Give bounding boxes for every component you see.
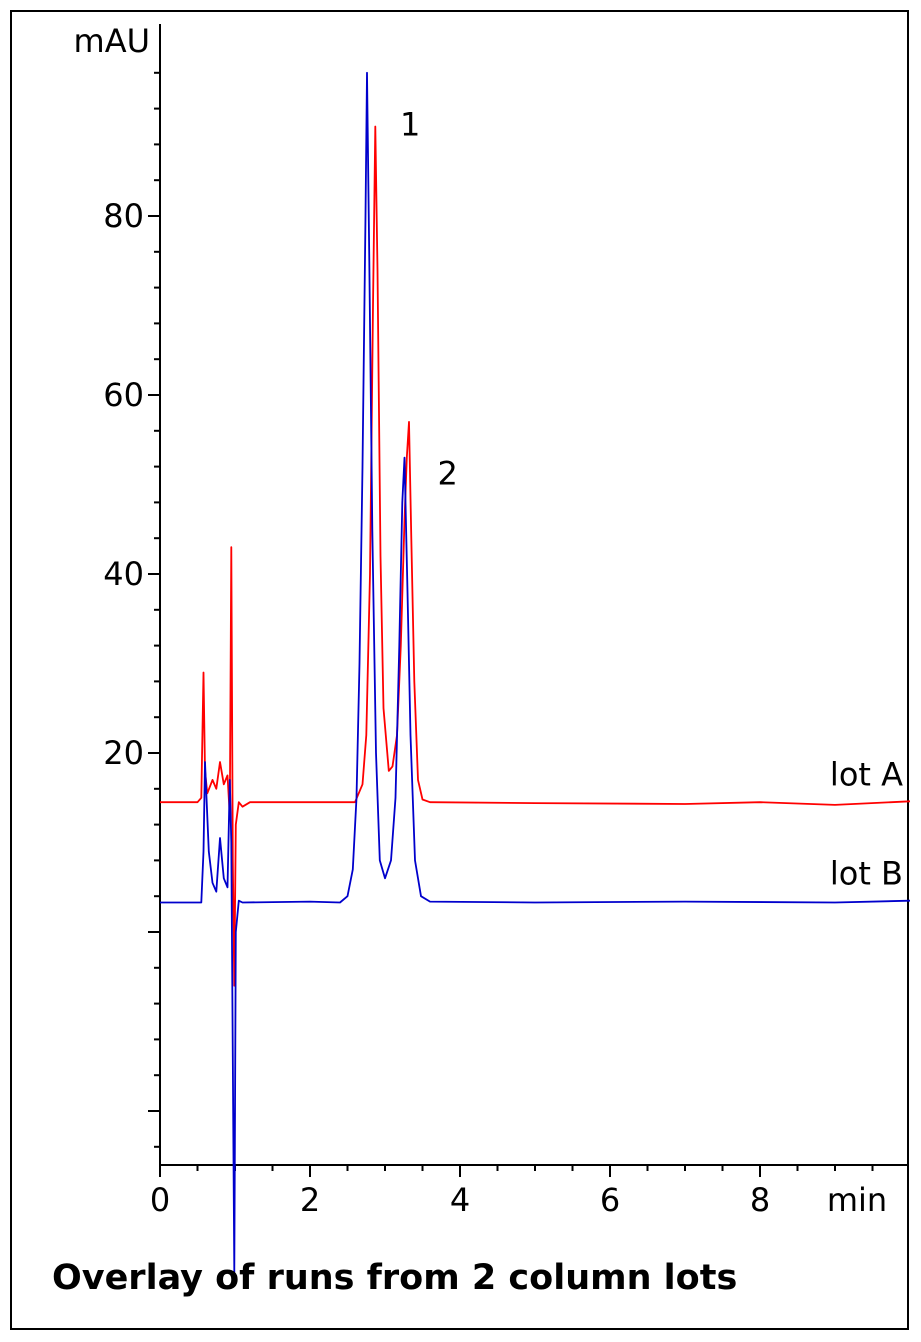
y-tick-label: 20	[103, 734, 144, 772]
x-tick-label: 2	[300, 1181, 320, 1219]
x-axis-unit: min	[827, 1181, 887, 1219]
axes	[159, 24, 909, 1166]
chart-title: Overlay of runs from 2 column lots	[52, 1258, 738, 1298]
x-ticks: 0 2 4 6 8	[150, 1165, 874, 1219]
series-label: lot B	[830, 855, 903, 893]
y-tick-label: 80	[103, 197, 144, 235]
peak-label: 1	[400, 105, 420, 143]
y-tick-label: 40	[103, 555, 144, 593]
traces	[160, 71, 911, 1273]
trace-lot-b	[160, 71, 911, 1273]
x-tick-label: 4	[450, 1181, 470, 1219]
x-tick-label: 6	[600, 1181, 620, 1219]
y-ticks: 20 40 60 80	[103, 71, 160, 1148]
series-label: lot A	[830, 755, 903, 793]
x-tick-label: 0	[150, 1181, 170, 1219]
peak-labels: 12	[400, 105, 458, 492]
peak-label: 2	[438, 455, 458, 493]
x-tick-label: 8	[750, 1181, 770, 1219]
series-labels: lot A lot B	[830, 755, 903, 892]
trace-lot-a	[160, 125, 911, 987]
y-axis-unit: mAU	[74, 22, 150, 60]
y-tick-label: 60	[103, 376, 144, 414]
chart-frame	[10, 10, 909, 1330]
